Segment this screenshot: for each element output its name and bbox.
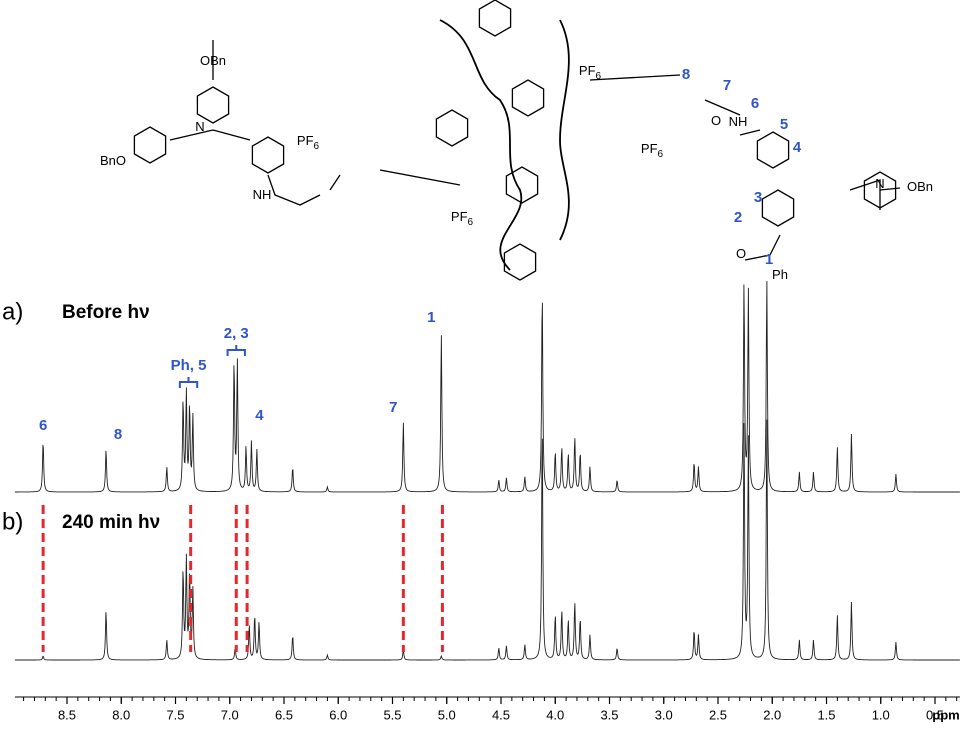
benzene-ring xyxy=(505,166,539,204)
atom-text: O xyxy=(711,113,721,128)
benzene-ring xyxy=(756,131,790,169)
peak-labels: 6 8 Ph, 5 2, 3 4 7 1 xyxy=(39,309,436,443)
spectrum-trace xyxy=(14,419,960,661)
peak-label: Ph, 5 xyxy=(171,357,207,374)
spectrum-title: Before hν xyxy=(62,302,150,323)
x-tick-label: 7.0 xyxy=(221,707,239,722)
peak-label: 8 xyxy=(114,426,122,443)
x-tick-label: 6.5 xyxy=(275,707,293,722)
atom-text: N xyxy=(875,176,884,191)
atom-text: O xyxy=(736,246,746,261)
atom-label: NH xyxy=(729,114,748,129)
atom-text: BnO xyxy=(100,153,126,168)
atom-label: O xyxy=(711,113,721,128)
benzene-ring xyxy=(435,109,469,147)
spectrum-label: a) xyxy=(2,298,23,325)
benzene-ring xyxy=(133,126,167,164)
benzene-ring xyxy=(511,79,545,117)
atom-text: OBn xyxy=(907,179,933,194)
atom-text: PF xyxy=(641,141,658,156)
macrocycle xyxy=(439,19,570,271)
atom-text: PF xyxy=(297,133,314,148)
atom-label: PF6 xyxy=(579,63,602,81)
atom-label: OBn xyxy=(907,179,933,194)
atom-label: NH xyxy=(253,187,272,202)
x-tick-label: 4.5 xyxy=(492,707,510,722)
benzene-ring xyxy=(761,189,795,227)
atom-number: 6 xyxy=(751,95,759,112)
benzene-ring xyxy=(863,171,897,209)
bonds xyxy=(169,40,901,261)
atom-text: PF xyxy=(451,209,468,224)
atom-label: PF6 xyxy=(451,209,474,227)
x-tick-label: 1.5 xyxy=(817,707,835,722)
atom-number: 4 xyxy=(793,139,802,156)
x-tick-label: 2.5 xyxy=(709,707,727,722)
x-tick-label: 5.0 xyxy=(438,707,456,722)
x-axis-unit: ppm xyxy=(932,707,959,722)
x-tick-label: 7.5 xyxy=(166,707,184,722)
peak-label: 6 xyxy=(39,417,47,434)
atom-subscript: 6 xyxy=(596,71,602,82)
x-tick-label: 3.0 xyxy=(655,707,673,722)
spectrum-title: 240 min hν xyxy=(62,512,160,533)
x-tick-label: 3.5 xyxy=(600,707,618,722)
spectrum-label: b) xyxy=(2,508,23,535)
atom-text: OBn xyxy=(200,53,226,68)
atom-label: N xyxy=(195,119,204,134)
benzene-ring xyxy=(478,0,512,37)
atom-subscript: 6 xyxy=(658,149,664,160)
atom-number: 8 xyxy=(682,66,690,83)
x-tick-label: 2.0 xyxy=(763,707,781,722)
atom-label: OBn xyxy=(200,53,226,68)
benzene-ring xyxy=(196,86,230,124)
atom-number: 7 xyxy=(723,77,731,94)
x-tick-label: 0.5 xyxy=(926,707,944,722)
x-tick-label: 6.0 xyxy=(329,707,347,722)
atom-text: NH xyxy=(729,114,748,129)
x-tick-label: 4.0 xyxy=(546,707,564,722)
x-tick-label: 5.5 xyxy=(383,707,401,722)
atom-text: PF xyxy=(579,63,596,78)
atom-label: O xyxy=(736,246,746,261)
atom-label: Ph xyxy=(772,267,788,282)
atom-number: 3 xyxy=(754,189,762,206)
peak-label: 1 xyxy=(427,309,435,326)
atom-label: N xyxy=(875,176,884,191)
bracket xyxy=(226,345,246,356)
atom-text: N xyxy=(195,119,204,134)
peak-label: 2, 3 xyxy=(224,325,249,342)
x-tick-label: 1.0 xyxy=(872,707,890,722)
bracket xyxy=(178,377,199,388)
atom-subscript: 6 xyxy=(314,141,320,152)
atom-text: Ph xyxy=(772,267,788,282)
atom-number: 5 xyxy=(780,116,788,133)
atom-label: PF6 xyxy=(297,133,320,151)
spectrum-trace xyxy=(14,280,960,493)
atom-label: PF6 xyxy=(641,141,664,159)
atom-subscript: 6 xyxy=(468,217,474,228)
x-tick-label: 8.5 xyxy=(58,707,76,722)
peak-label: 4 xyxy=(255,407,264,424)
structure xyxy=(133,0,901,281)
atom-number: 1 xyxy=(765,251,773,268)
atom-text: NH xyxy=(253,187,272,202)
x-tick-label: 8.0 xyxy=(112,707,130,722)
atom-label: BnO xyxy=(100,153,126,168)
benzene-ring xyxy=(503,243,537,281)
benzene-ring xyxy=(251,136,285,174)
peak-label: 7 xyxy=(389,399,397,416)
atom-number: 2 xyxy=(734,209,742,226)
